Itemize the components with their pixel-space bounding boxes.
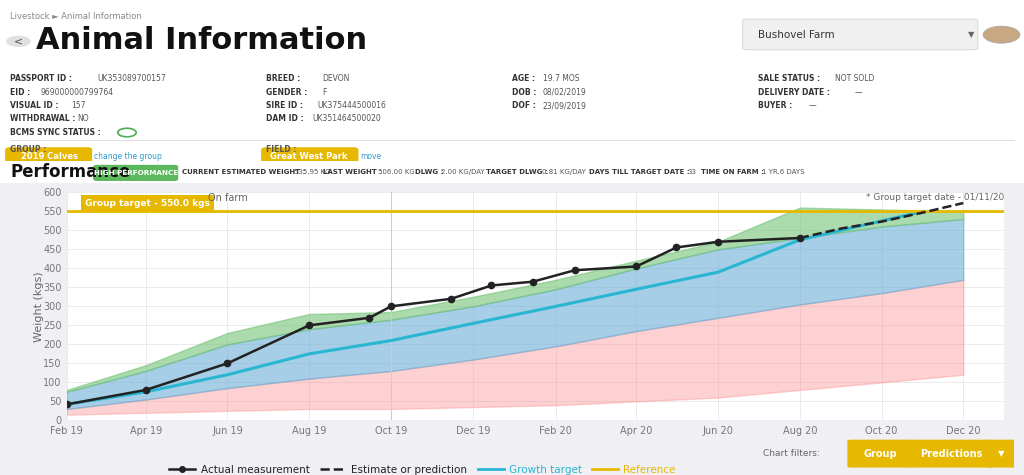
Text: SIRE ID :: SIRE ID : <box>266 101 303 110</box>
Text: FIELD :: FIELD : <box>266 145 297 154</box>
Text: LAST WEIGHT :: LAST WEIGHT : <box>323 169 387 175</box>
FancyBboxPatch shape <box>909 440 993 467</box>
Text: DAM ID :: DAM ID : <box>266 114 304 124</box>
Text: 157: 157 <box>72 101 86 110</box>
Text: DAYS TILL TARGET DATE :: DAYS TILL TARGET DATE : <box>589 169 694 175</box>
Circle shape <box>6 36 31 47</box>
Text: DLWG :: DLWG : <box>415 169 449 175</box>
FancyBboxPatch shape <box>742 19 978 50</box>
Text: Group target - 550.0 kgs: Group target - 550.0 kgs <box>85 200 210 209</box>
Text: BUYER :: BUYER : <box>758 101 792 110</box>
FancyBboxPatch shape <box>5 147 92 166</box>
Text: EID :: EID : <box>10 88 31 97</box>
Text: DOB :: DOB : <box>512 88 537 97</box>
Y-axis label: Weight (kgs): Weight (kgs) <box>34 271 44 342</box>
Text: WITHDRAWAL :: WITHDRAWAL : <box>10 114 76 124</box>
Text: GROUP :: GROUP : <box>10 145 47 154</box>
Text: ▼: ▼ <box>968 30 974 39</box>
Text: NOT SOLD: NOT SOLD <box>835 74 873 83</box>
Text: UK375444500016: UK375444500016 <box>317 101 386 110</box>
Text: Performance: Performance <box>10 163 130 181</box>
Text: 1 YR.6 DAYS: 1 YR.6 DAYS <box>762 169 804 175</box>
Text: 0.81 KG/DAY: 0.81 KG/DAY <box>543 169 586 175</box>
Text: Group: Group <box>864 448 897 459</box>
Text: —: — <box>809 101 816 110</box>
Text: Great West Park: Great West Park <box>270 152 348 161</box>
Text: 2019 Calves: 2019 Calves <box>20 152 78 161</box>
Text: PASSPORT ID :: PASSPORT ID : <box>10 74 73 83</box>
Text: * Group target date - 01/11/20: * Group target date - 01/11/20 <box>866 193 1005 202</box>
FancyBboxPatch shape <box>848 440 913 467</box>
Text: change the group: change the group <box>94 152 162 161</box>
Text: ▼: ▼ <box>998 449 1005 458</box>
Text: BREED :: BREED : <box>266 74 300 83</box>
Text: move: move <box>360 152 382 161</box>
Text: Bushovel Farm: Bushovel Farm <box>758 29 835 40</box>
Text: 33: 33 <box>688 169 696 175</box>
Text: CURRENT ESTIMATED WEIGHT :: CURRENT ESTIMATED WEIGHT : <box>182 169 310 175</box>
FancyBboxPatch shape <box>261 147 358 166</box>
Text: TARGET DLWG :: TARGET DLWG : <box>486 169 553 175</box>
Text: BCMS SYNC STATUS :: BCMS SYNC STATUS : <box>10 128 101 137</box>
Text: GENDER :: GENDER : <box>266 88 307 97</box>
FancyBboxPatch shape <box>93 165 178 181</box>
Text: DEVON: DEVON <box>323 74 350 83</box>
Bar <box>0 0 1024 176</box>
Text: Predictions: Predictions <box>920 448 982 459</box>
Text: DOF :: DOF : <box>512 101 536 110</box>
Bar <box>0 162 1024 183</box>
Text: Livestock ► Animal Information: Livestock ► Animal Information <box>10 12 142 21</box>
Text: Animal Information: Animal Information <box>36 26 367 55</box>
Text: 2.00 KG/DAY: 2.00 KG/DAY <box>440 169 484 175</box>
Text: Chart filters:: Chart filters: <box>763 449 819 458</box>
Text: DELIVERY DATE :: DELIVERY DATE : <box>758 88 829 97</box>
Text: UK351464500020: UK351464500020 <box>312 114 381 124</box>
Text: HIGH PERFORMANCE: HIGH PERFORMANCE <box>93 170 178 176</box>
Bar <box>0 176 1024 475</box>
Text: 23/09/2019: 23/09/2019 <box>543 101 587 110</box>
Text: 19.7 MOS: 19.7 MOS <box>543 74 580 83</box>
Text: SALE STATUS :: SALE STATUS : <box>758 74 820 83</box>
Circle shape <box>983 26 1020 43</box>
Text: 506.00 KG: 506.00 KG <box>379 169 415 175</box>
FancyBboxPatch shape <box>987 440 1016 467</box>
Text: 08/02/2019: 08/02/2019 <box>543 88 587 97</box>
Text: 535.95 KG: 535.95 KG <box>294 169 331 175</box>
Text: TIME ON FARM :: TIME ON FARM : <box>701 169 769 175</box>
Text: 969000000799764: 969000000799764 <box>41 88 114 97</box>
Text: AGE :: AGE : <box>512 74 536 83</box>
Text: VISUAL ID :: VISUAL ID : <box>10 101 58 110</box>
Legend: Actual measurement, Estimate or prediction, Growth target, Reference: Actual measurement, Estimate or predicti… <box>165 461 680 475</box>
Text: On farm: On farm <box>208 193 247 203</box>
Text: UK353089700157: UK353089700157 <box>97 74 166 83</box>
Text: NO: NO <box>77 114 88 124</box>
Text: <: < <box>13 36 24 47</box>
Text: —: — <box>855 88 862 97</box>
Text: F: F <box>323 88 327 97</box>
